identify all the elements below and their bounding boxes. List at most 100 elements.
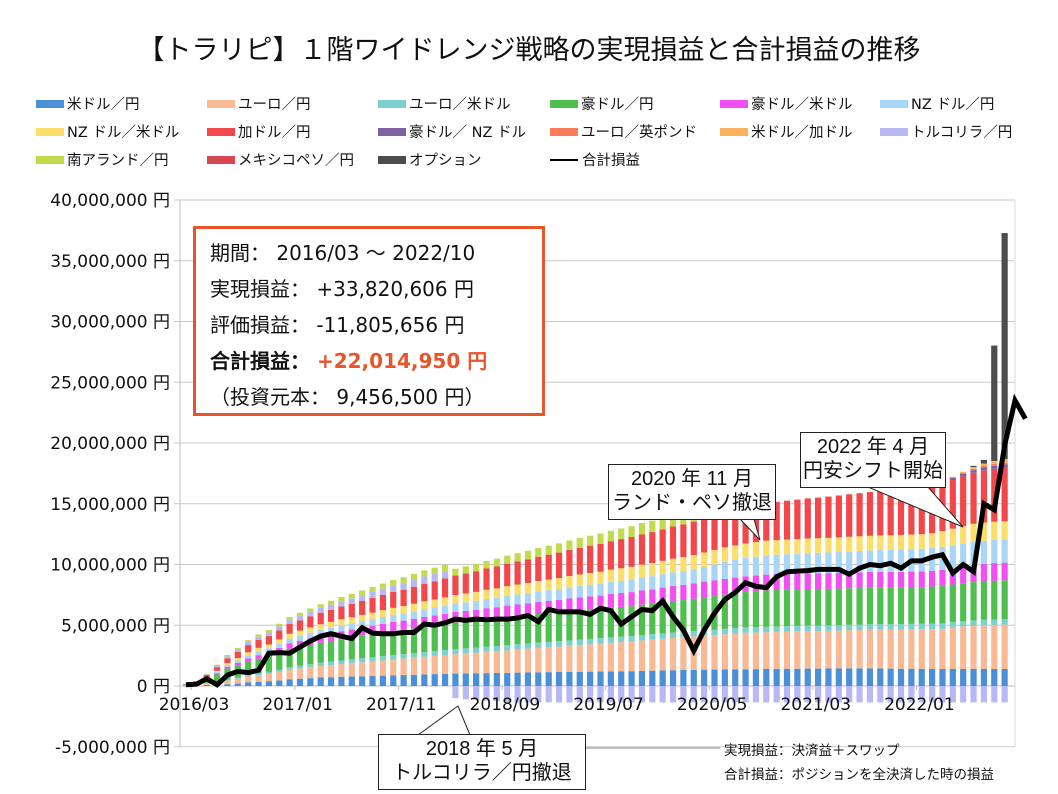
legend-swatch	[36, 99, 64, 108]
bar-segment	[690, 569, 697, 584]
bar-segment	[493, 646, 500, 652]
bar-segment	[846, 494, 853, 537]
chart-title: 【トラリピ】１階ワイドレンジ戦略の実現損益と合計損益の推移	[137, 35, 921, 66]
bar-segment	[555, 641, 563, 647]
legend-swatch	[207, 127, 235, 136]
bar-segment	[980, 465, 988, 468]
bar-segment	[825, 686, 832, 703]
bar-segment	[338, 606, 345, 620]
bar-segment	[835, 537, 842, 552]
bar-segment	[431, 674, 438, 686]
bar-segment	[369, 661, 376, 677]
bar-segment	[970, 523, 977, 543]
bar-segment	[1001, 580, 1008, 620]
bar-segment	[887, 668, 894, 686]
bar-segment	[307, 678, 314, 686]
bar-segment	[980, 540, 988, 564]
bar-segment	[991, 345, 998, 461]
bar-segment	[473, 600, 480, 610]
bar-segment	[856, 629, 863, 669]
bar-segment	[866, 629, 874, 669]
y-tick-label: 20,000,000 円	[50, 434, 170, 454]
x-tick-label: 2018/09	[470, 695, 541, 715]
bar-segment	[732, 669, 739, 686]
bar-segment	[742, 558, 749, 577]
bar-segment	[514, 553, 521, 562]
bar-segment	[462, 566, 469, 574]
bar-segment	[390, 585, 397, 592]
bar-segment	[587, 535, 594, 546]
bar-segment	[545, 579, 552, 591]
bar-segment	[918, 686, 925, 703]
bar-segment	[359, 676, 366, 686]
bar-segment	[203, 674, 210, 676]
bar-segment	[649, 589, 656, 604]
bar-segment	[659, 574, 666, 588]
bar-segment	[535, 647, 542, 673]
bar-segment	[794, 499, 801, 540]
bar-segment	[897, 549, 905, 572]
bar-segment	[763, 555, 770, 575]
bar-segment	[410, 573, 418, 580]
bar-segment	[514, 686, 521, 703]
bar-segment	[369, 676, 376, 686]
bar-segment	[773, 631, 780, 669]
bar-segment	[462, 602, 469, 611]
bar-segment	[649, 576, 656, 590]
bar-segment	[918, 623, 925, 630]
bar-segment	[327, 609, 335, 622]
bar-segment	[690, 555, 697, 570]
bar-segment	[296, 635, 304, 641]
bar-segment	[649, 686, 656, 703]
bar-segment	[327, 661, 335, 666]
bar-segment	[773, 574, 780, 591]
bar-segment	[400, 620, 407, 630]
bar-segment	[307, 664, 314, 668]
bar-segment	[835, 572, 842, 589]
bar-segment	[296, 665, 304, 669]
bar-segment	[711, 580, 718, 597]
bar-segment	[213, 673, 221, 675]
bar-segment	[213, 665, 221, 668]
bar-segment	[400, 589, 407, 607]
bar-segment	[441, 650, 449, 656]
bar-segment	[980, 686, 988, 703]
bar-segment	[286, 633, 293, 639]
bar-segment	[649, 563, 656, 577]
bar-segment	[327, 677, 335, 686]
bar-segment	[638, 534, 646, 565]
bar-segment	[348, 663, 355, 677]
y-tick-label: 30,000,000 円	[50, 313, 170, 333]
bar-segment	[307, 608, 314, 612]
bar-segment	[680, 669, 687, 686]
bar-segment	[524, 615, 532, 644]
bar-segment	[1001, 539, 1008, 563]
bar-segment	[400, 606, 407, 614]
bar-segment	[1001, 521, 1008, 540]
bar-segment	[576, 574, 583, 586]
bar-segment	[234, 678, 241, 684]
bar-segment	[711, 634, 718, 670]
bar-segment	[659, 638, 666, 671]
bar-segment	[742, 543, 749, 559]
bar-segment	[846, 624, 853, 631]
bar-segment	[970, 582, 977, 621]
bar-segment	[441, 597, 449, 606]
bar-segment	[783, 539, 791, 555]
bar-segment	[763, 590, 770, 627]
bar-segment	[286, 669, 293, 680]
bar-segment	[317, 662, 324, 666]
bar-segment	[835, 668, 842, 686]
bar-segment	[980, 470, 988, 523]
bar-segment	[473, 609, 480, 621]
bar-segment	[949, 477, 956, 481]
bar-segment	[587, 671, 594, 686]
bar-segment	[877, 629, 884, 669]
bar-segment	[628, 635, 635, 642]
bar-segment	[970, 542, 977, 566]
bar-segment	[835, 551, 842, 573]
bar-segment	[763, 668, 770, 686]
bar-segment	[721, 594, 728, 629]
bar-segment	[607, 530, 614, 542]
bar-segment	[669, 514, 677, 527]
